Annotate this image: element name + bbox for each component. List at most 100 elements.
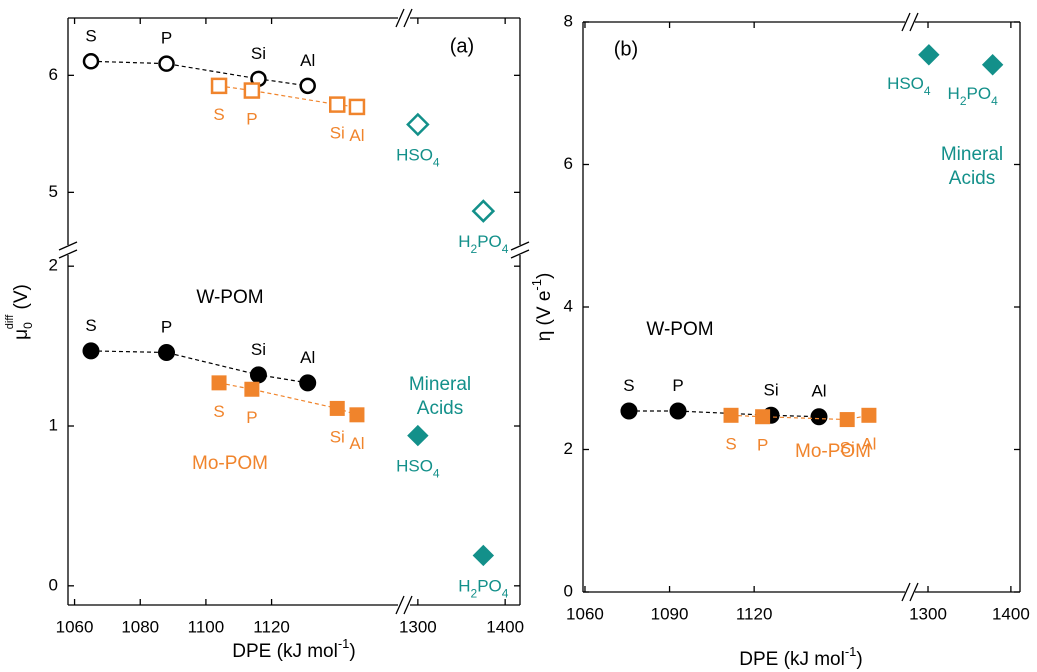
point-label: HSO4 [396, 457, 440, 481]
axis-break [510, 241, 530, 251]
point-label: Al [811, 382, 826, 401]
x-tick-label: 1120 [253, 617, 290, 636]
point-label-part: P [672, 377, 683, 396]
point-label-part: P [246, 409, 257, 428]
series-name: Mineral Acids [940, 144, 1004, 189]
point-label-part: 2 [960, 94, 967, 108]
axis-break [909, 582, 919, 602]
point-label: S [213, 105, 224, 124]
point-label: HSO4 [396, 146, 440, 170]
point-label-part: H [458, 233, 470, 252]
y-tick-label: 2 [49, 256, 58, 275]
axis-break [395, 595, 405, 615]
x-tick-label: 1100 [188, 617, 225, 636]
fit-line [90, 60, 308, 87]
point-label: Si [764, 381, 779, 400]
point-label-part: P [246, 110, 257, 129]
y-tick-label: 0 [49, 575, 58, 594]
point-label: H2PO4 [948, 84, 999, 108]
point-label: P [161, 318, 172, 337]
point-label-part: S [725, 435, 736, 454]
x-tick-label: 1060 [56, 617, 94, 636]
fit-line [731, 414, 870, 421]
x-tick-label: 1300 [399, 617, 437, 636]
axis-break [58, 249, 78, 259]
point-label-part: 4 [502, 587, 509, 601]
point [861, 407, 877, 423]
y-tick-label: 5 [49, 182, 58, 201]
y-tick-label: 6 [49, 65, 58, 84]
x-tick-label: 1090 [651, 604, 689, 623]
axis-break [403, 8, 413, 28]
point [210, 77, 228, 95]
point-label-part: S [213, 105, 224, 124]
point-label-part: Si [251, 340, 266, 359]
point-label: H2PO4 [458, 233, 509, 257]
point-label-part: P [161, 29, 172, 48]
x-axis-label: DPE (kJ mol-1) [739, 644, 862, 670]
y-axis-label-part: μ [11, 329, 32, 340]
point-label: P [757, 436, 768, 455]
x-axis-label-part: DPE (kJ mol [739, 649, 845, 670]
point-label-part: P [757, 436, 768, 455]
y-tick-label: 6 [564, 154, 573, 173]
point [243, 82, 261, 99]
y-tick-label: 8 [564, 11, 573, 30]
point-label: Si [251, 340, 266, 359]
fit-line [218, 85, 358, 108]
point [471, 199, 496, 223]
point [82, 53, 100, 70]
x-tick-label: 1300 [909, 604, 947, 623]
x-axis-label-part: ) [856, 649, 862, 670]
point-label-part: Al [861, 435, 876, 454]
point-label-part: 4 [924, 84, 931, 98]
axis-break [909, 12, 919, 32]
point-label-part: 4 [502, 242, 509, 256]
point-label-part: HSO [887, 74, 924, 93]
point-label-part: Al [811, 382, 826, 401]
series-name: W-POM [646, 319, 714, 340]
y-axis-label-part: (V) [11, 284, 32, 315]
point [349, 407, 365, 423]
point-label: P [161, 29, 172, 48]
point-label: Si [330, 428, 345, 447]
y-tick-label: 4 [564, 296, 573, 315]
point-label: Al [349, 126, 364, 145]
point-label-part: S [623, 377, 634, 396]
point-label: S [85, 316, 96, 335]
point [211, 375, 227, 391]
point-label-part: 4 [991, 94, 998, 108]
point-label-part: HSO [396, 146, 433, 165]
point-label: P [672, 377, 683, 396]
y-tick-label: 2 [564, 439, 573, 458]
panel-label: (b) [614, 38, 638, 60]
point [348, 98, 366, 116]
point-label-part: S [85, 27, 96, 46]
point-label: Al [349, 434, 364, 453]
point-label-part: H [948, 84, 960, 103]
point [329, 96, 346, 113]
x-tick-label: 1400 [992, 604, 1030, 623]
point-label-part: 2 [471, 242, 478, 256]
point-label-part: Al [300, 348, 315, 367]
x-axis-label-part: -1 [338, 636, 350, 651]
x-tick-label: 1120 [736, 604, 773, 623]
point-label: Si [330, 124, 345, 143]
point-label-part: Si [330, 124, 345, 143]
point [723, 407, 739, 423]
point [839, 412, 855, 428]
point-label-part: Si [330, 428, 345, 447]
point [918, 44, 940, 66]
point-label: P [246, 110, 257, 129]
point [158, 55, 175, 72]
point-label: HSO4 [887, 74, 931, 98]
point-label: S [85, 27, 96, 46]
point-label-part: P [161, 318, 172, 337]
y-tick-label: 1 [49, 415, 58, 434]
axis-break [395, 8, 405, 28]
point [406, 112, 430, 137]
axis-break [901, 582, 911, 602]
x-axis-label: DPE (kJ mol-1) [232, 636, 355, 662]
